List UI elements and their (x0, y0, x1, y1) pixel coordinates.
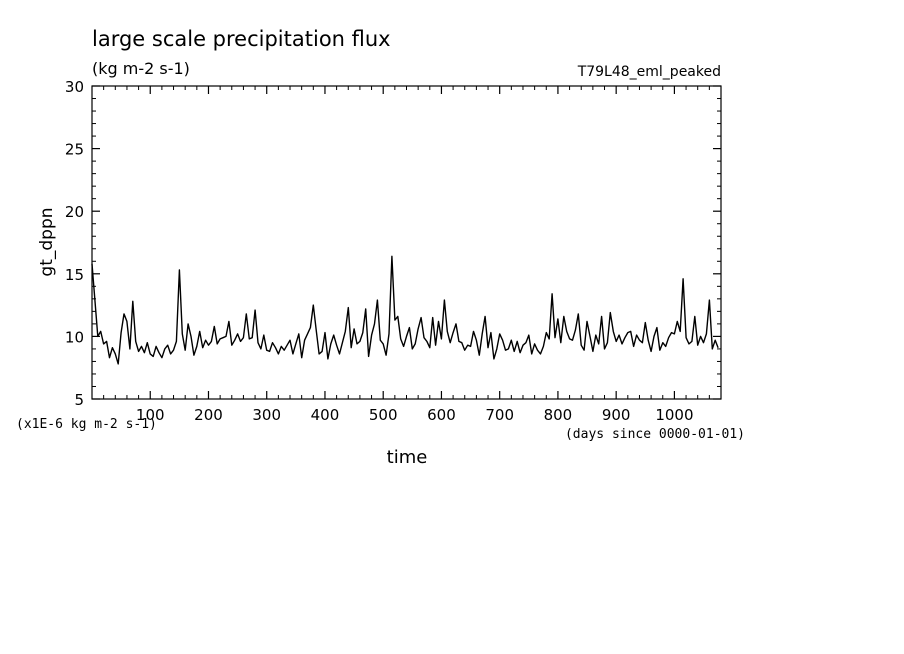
x-tick-label: 300 (252, 406, 281, 424)
x-tick-label: 700 (485, 406, 514, 424)
y-axis-label: gt_dppn (37, 207, 57, 276)
axis-ticks (92, 85, 721, 400)
y-tick-labels: 5 10 15 20 25 30 (65, 78, 84, 409)
x-tick-label: 600 (427, 406, 456, 424)
x-tick-label: 500 (369, 406, 398, 424)
y-tick-label: 10 (65, 328, 84, 346)
x-tick-label: 800 (544, 406, 573, 424)
y-tick-label: 25 (65, 141, 84, 159)
y-tick-label: 30 (65, 78, 84, 96)
x-tick-label: 900 (602, 406, 631, 424)
experiment-label: T79L48_eml_peaked (577, 64, 721, 80)
y-tick-label: 15 (65, 266, 84, 284)
y-tick-label: 5 (74, 391, 84, 409)
y-tick-label: 20 (65, 203, 84, 221)
x-unit-note: (days since 0000-01-01) (565, 427, 745, 442)
x-tick-label: 100 (136, 406, 165, 424)
x-tick-label: 400 (311, 406, 340, 424)
x-tick-label: 1000 (655, 406, 693, 424)
precipitation-series-line (91, 255, 719, 365)
x-tick-labels: 100 200 300 400 500 600 700 800 900 1000 (136, 406, 694, 424)
x-tick-label: 200 (194, 406, 223, 424)
y-unit-note: (x1E-6 kg m-2 s-1) (16, 417, 157, 432)
x-axis-label: time (387, 447, 428, 468)
chart-subtitle: (kg m-2 s-1) (92, 59, 190, 78)
chart-title: large scale precipitation flux (92, 27, 391, 51)
